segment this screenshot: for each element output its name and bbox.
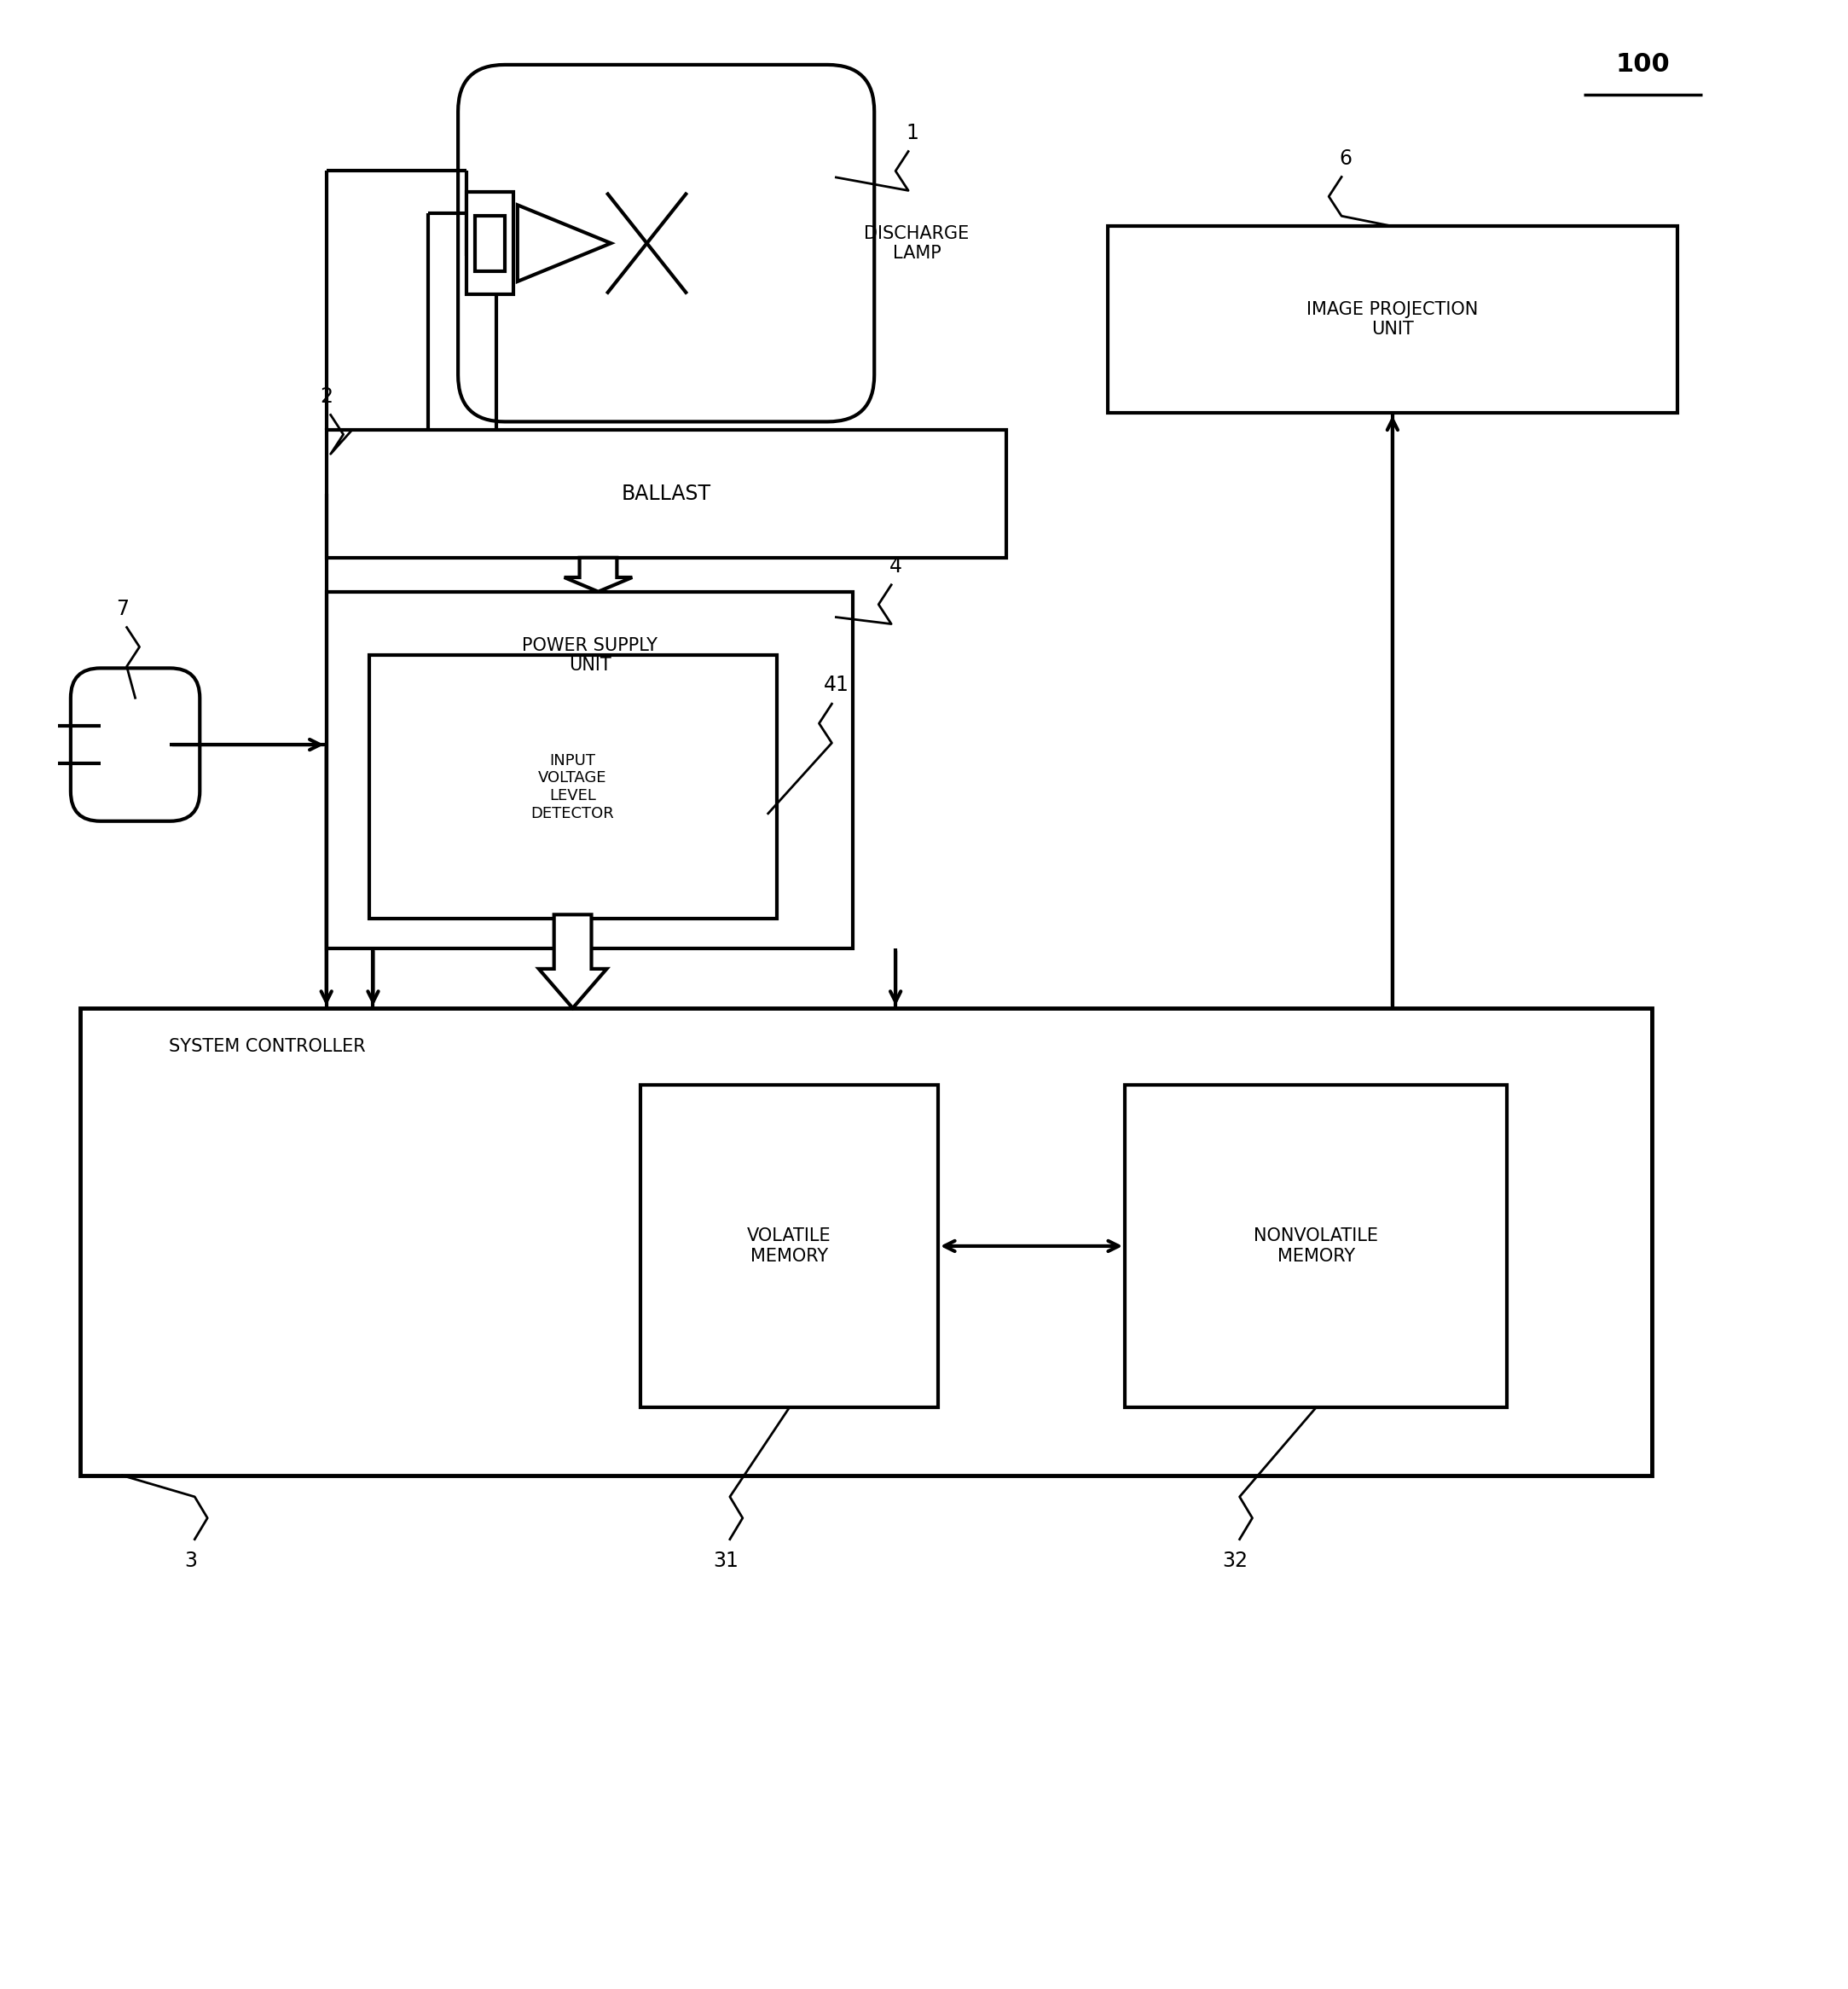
Text: 1: 1 bbox=[906, 123, 918, 143]
Text: 32: 32 bbox=[1223, 1549, 1247, 1571]
Text: 41: 41 bbox=[824, 674, 848, 696]
Text: DISCHARGE
LAMP: DISCHARGE LAMP bbox=[865, 225, 970, 263]
Text: 4: 4 bbox=[889, 557, 902, 577]
Bar bbox=[1125, 1084, 1508, 1408]
Polygon shape bbox=[517, 205, 612, 282]
Text: 3: 3 bbox=[185, 1549, 198, 1571]
Text: VOLATILE
MEMORY: VOLATILE MEMORY bbox=[747, 1227, 832, 1265]
Text: INPUT
VOLTAGE
LEVEL
DETECTOR: INPUT VOLTAGE LEVEL DETECTOR bbox=[530, 754, 614, 821]
FancyBboxPatch shape bbox=[458, 66, 874, 422]
Text: 7: 7 bbox=[116, 599, 129, 619]
Text: 2: 2 bbox=[320, 386, 333, 406]
Text: 31: 31 bbox=[713, 1549, 739, 1571]
Text: IMAGE PROJECTION
UNIT: IMAGE PROJECTION UNIT bbox=[1307, 300, 1478, 338]
Bar bbox=[475, 215, 505, 271]
Bar bbox=[370, 656, 776, 919]
Bar bbox=[327, 591, 854, 949]
Polygon shape bbox=[564, 557, 632, 591]
Bar bbox=[1109, 227, 1678, 414]
Bar bbox=[641, 1084, 939, 1408]
Text: 6: 6 bbox=[1340, 147, 1353, 169]
Text: POWER SUPPLY
UNIT: POWER SUPPLY UNIT bbox=[521, 636, 658, 674]
Text: 100: 100 bbox=[1615, 52, 1671, 78]
Text: SYSTEM CONTROLLER: SYSTEM CONTROLLER bbox=[168, 1038, 366, 1054]
Bar bbox=[79, 1008, 1652, 1476]
Bar bbox=[327, 430, 1005, 557]
Text: NONVOLATILE
MEMORY: NONVOLATILE MEMORY bbox=[1253, 1227, 1379, 1265]
Polygon shape bbox=[540, 915, 606, 1008]
Text: BALLAST: BALLAST bbox=[621, 483, 711, 503]
Bar bbox=[466, 193, 514, 294]
FancyBboxPatch shape bbox=[70, 668, 200, 821]
